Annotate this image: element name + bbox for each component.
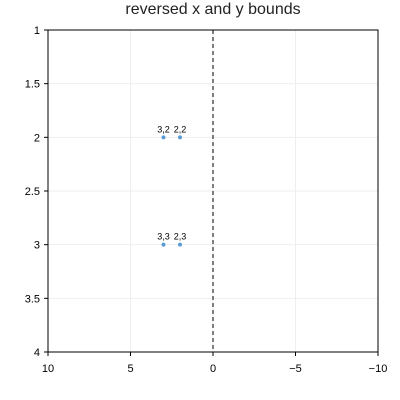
data-label: 2,2	[174, 124, 187, 134]
y-tick-label: 1.5	[25, 79, 40, 91]
y-tick-label: 4	[34, 347, 40, 359]
y-tick-label: 3.5	[25, 293, 40, 305]
data-label: 3,3	[157, 232, 170, 242]
y-axis-ticks: 1 1.5 2 2.5 3 3.5 4	[25, 25, 48, 359]
data-point	[161, 242, 166, 247]
data-point	[161, 135, 166, 140]
data-point	[178, 135, 182, 140]
data-points	[161, 135, 182, 247]
data-label: 2,3	[174, 232, 187, 242]
y-tick-label: 2	[34, 132, 40, 144]
x-axis-ticks: 10 5 0 −5 −10	[42, 352, 387, 375]
y-tick-label: 3	[34, 240, 40, 252]
x-tick-label: −5	[289, 363, 302, 375]
data-point	[178, 242, 182, 247]
y-tick-label: 1	[34, 25, 40, 37]
x-tick-label: −10	[369, 363, 388, 375]
chart-title: reversed x and y bounds	[125, 1, 300, 18]
data-label: 3,2	[157, 124, 170, 134]
x-tick-label: 0	[210, 363, 216, 375]
y-tick-label: 2.5	[25, 186, 40, 198]
point-labels: 3,2 2,2 3,3 2,3	[157, 124, 186, 241]
x-tick-label: 10	[42, 363, 54, 375]
x-tick-label: 5	[127, 363, 133, 375]
